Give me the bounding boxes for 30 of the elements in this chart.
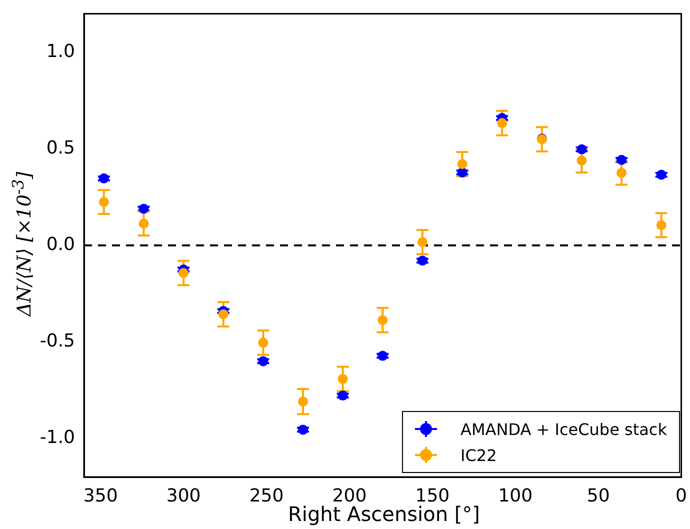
y-tick-label: -1.0 [40, 427, 75, 448]
point [178, 268, 189, 278]
y-tick-label: 0.5 [46, 138, 75, 159]
point [457, 167, 468, 178]
x-tick-label: 300 [166, 485, 201, 506]
x-tick-label: 250 [249, 485, 284, 506]
point [258, 338, 268, 348]
point [616, 168, 627, 178]
point [378, 315, 388, 326]
point [218, 309, 228, 320]
point [98, 196, 109, 207]
point [457, 159, 468, 170]
point [338, 390, 348, 401]
x-tick-label: 350 [83, 485, 118, 506]
point [98, 173, 109, 184]
point [298, 396, 308, 407]
point [576, 155, 587, 166]
point [656, 220, 666, 230]
legend-label: IC22 [460, 446, 497, 464]
x-tick-label: 50 [586, 485, 610, 506]
point [338, 374, 348, 384]
y-tick-label: 1.0 [46, 41, 75, 62]
x-tick-label: 0 [676, 485, 687, 506]
legend-label: AMANDA + IceCube stack [460, 420, 667, 438]
point [138, 218, 149, 229]
point [497, 118, 508, 128]
y-tick-label: 0.0 [46, 234, 75, 256]
x-tick-label: 100 [498, 485, 533, 506]
y-tick-label: -0.5 [40, 330, 75, 352]
point [417, 237, 428, 248]
